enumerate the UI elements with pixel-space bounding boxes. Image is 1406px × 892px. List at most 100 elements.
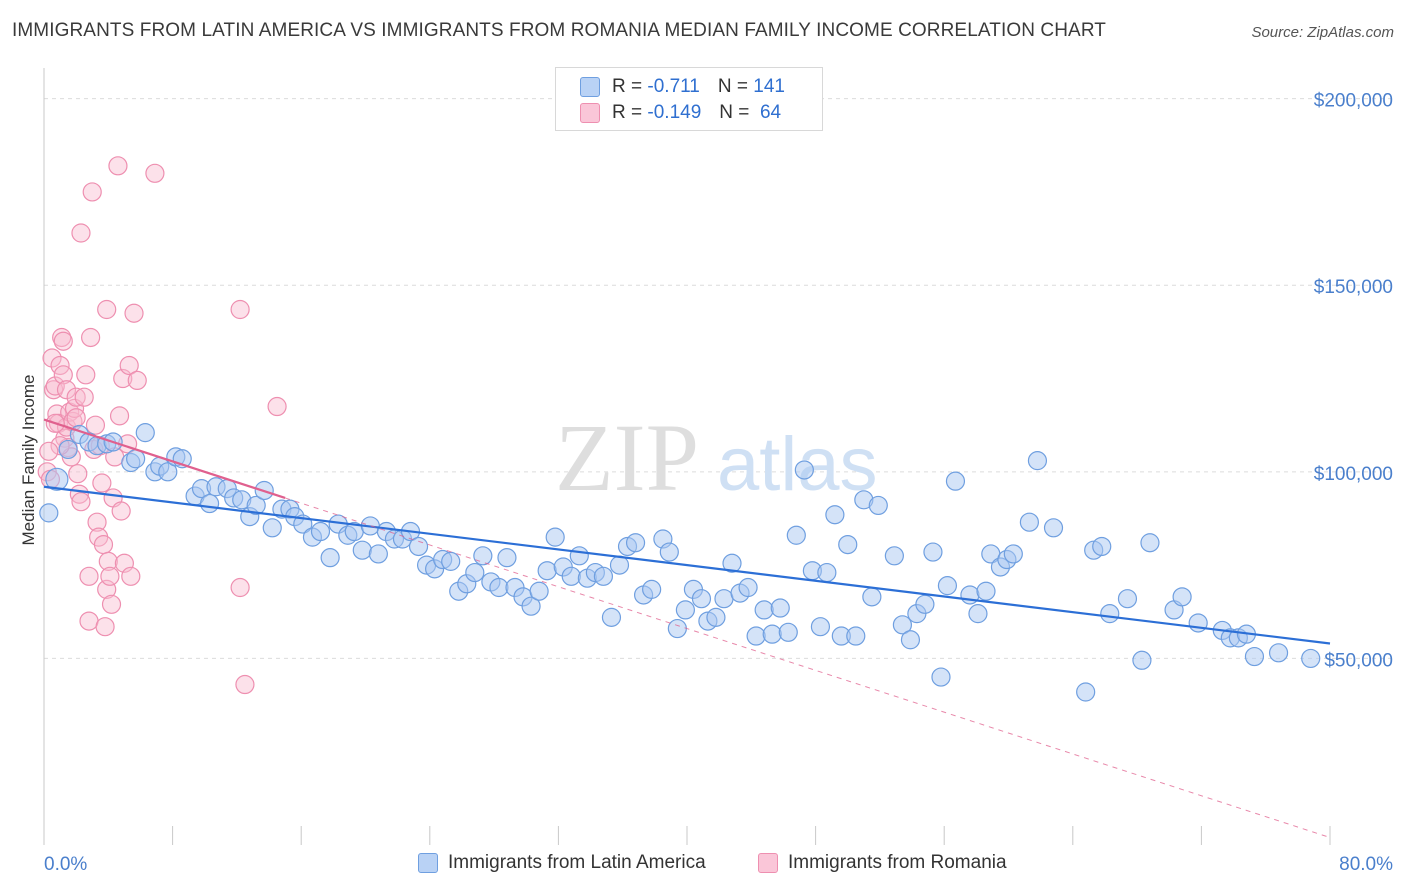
latin-america-point [746, 626, 766, 646]
latin-america-point [45, 467, 69, 491]
latin-america-point [408, 536, 429, 557]
romania-point [267, 396, 287, 417]
latin-america-point [58, 439, 78, 460]
latin-america-point [838, 534, 858, 555]
latin-america-point [976, 581, 996, 601]
latin-america-point [320, 548, 340, 568]
latin-america-point [810, 617, 831, 637]
latin-america-point [135, 423, 155, 443]
romania-point [92, 473, 112, 493]
latin-america-point [1092, 536, 1112, 557]
latin-america-point [794, 460, 814, 480]
romania-point [93, 534, 114, 555]
romania-point [42, 348, 62, 368]
source-label: Source: ZipAtlas.com [1251, 24, 1394, 41]
latin-america-point [1140, 533, 1160, 553]
latin-america-point [489, 577, 509, 598]
latin-america-point [923, 542, 943, 562]
romania-point [111, 501, 131, 521]
latin-america-point [368, 544, 388, 564]
latin-america-point [1076, 682, 1096, 702]
latin-america-point [625, 533, 646, 553]
romania-points [37, 156, 287, 695]
latin-america-point [846, 626, 866, 646]
latin-america-point [1268, 643, 1289, 663]
latin-america-point [569, 546, 589, 566]
latin-america-point [667, 618, 687, 639]
y-tick-label: $200,000 [1314, 91, 1393, 112]
latin-america-point [945, 471, 966, 491]
y-tick-label: $150,000 [1314, 277, 1393, 298]
legend-r-label: R = [612, 102, 643, 123]
legend-n-value: 64 [759, 102, 782, 123]
latin-america-point [884, 546, 904, 566]
latin-america-point [862, 587, 882, 607]
watermark-zip: ZIP [555, 404, 699, 511]
romania-point [101, 594, 122, 614]
x-tick-label: 0.0% [44, 854, 87, 875]
latin-america-points [39, 423, 1321, 702]
romania-point [71, 223, 91, 243]
latin-america-point [778, 622, 798, 642]
latin-america-point [675, 600, 695, 620]
legend-row-latin-america: R = -0.711 N = 141 [580, 75, 785, 99]
latin-america-point [246, 495, 266, 516]
romania-point [127, 370, 147, 391]
latin-america-point [473, 546, 493, 566]
latin-america-point [1132, 650, 1152, 670]
latin-america-point [722, 553, 742, 573]
latin-america-point [770, 598, 790, 618]
latin-america-point [937, 576, 958, 596]
latin-america-point [352, 540, 372, 560]
romania-point [79, 566, 99, 586]
latin-america-point [561, 566, 581, 586]
romania-trend-line-extension [284, 497, 1331, 839]
romania-point [53, 331, 73, 351]
romania-point [53, 365, 73, 385]
romania-point [109, 406, 130, 426]
latin-america-point [915, 594, 935, 614]
romania-point [76, 365, 96, 385]
latin-america-trend-line [43, 485, 1331, 645]
romania-point [74, 387, 94, 407]
latin-america-point [545, 527, 565, 547]
latin-america-point [1027, 451, 1048, 471]
latin-america-point [868, 495, 888, 516]
latin-america-point [465, 562, 485, 583]
y-tick-label: $100,000 [1314, 464, 1393, 485]
romania-point [56, 380, 77, 400]
romania-point [66, 387, 86, 407]
latin-america-point [521, 596, 541, 616]
x-tick-label: 80.0% [1339, 854, 1393, 875]
romania-point [124, 303, 144, 323]
latin-america-point [601, 607, 622, 627]
series-legend: Immigrants from Latin America Immigrants… [0, 852, 1406, 878]
romania-point [108, 156, 128, 176]
latin-america-point [158, 462, 178, 482]
series-swatch-blue [418, 853, 438, 873]
y-axis-label: Median Family Income [19, 374, 38, 545]
romania-point [230, 299, 250, 320]
legend-swatch-blue [580, 77, 600, 97]
latin-america-point [931, 667, 951, 687]
legend-n-label: N = [719, 102, 750, 123]
latin-america-point [659, 542, 679, 562]
romania-point [81, 327, 101, 348]
romania-point [66, 408, 86, 428]
romania-point [100, 566, 120, 586]
latin-america-point [1100, 604, 1120, 624]
romania-point [79, 611, 99, 631]
latin-america-point [892, 615, 913, 635]
latin-america-point [738, 577, 758, 598]
romania-point [119, 355, 139, 376]
romania-point [145, 163, 165, 183]
latin-america-point [262, 518, 282, 538]
latin-america-point [817, 562, 837, 583]
latin-america-point [199, 493, 220, 514]
trend-lines [43, 418, 1331, 839]
romania-point [97, 299, 117, 320]
y-tick-label: $50,000 [1324, 650, 1393, 671]
latin-america-point [1301, 648, 1321, 669]
romania-point [230, 577, 250, 598]
